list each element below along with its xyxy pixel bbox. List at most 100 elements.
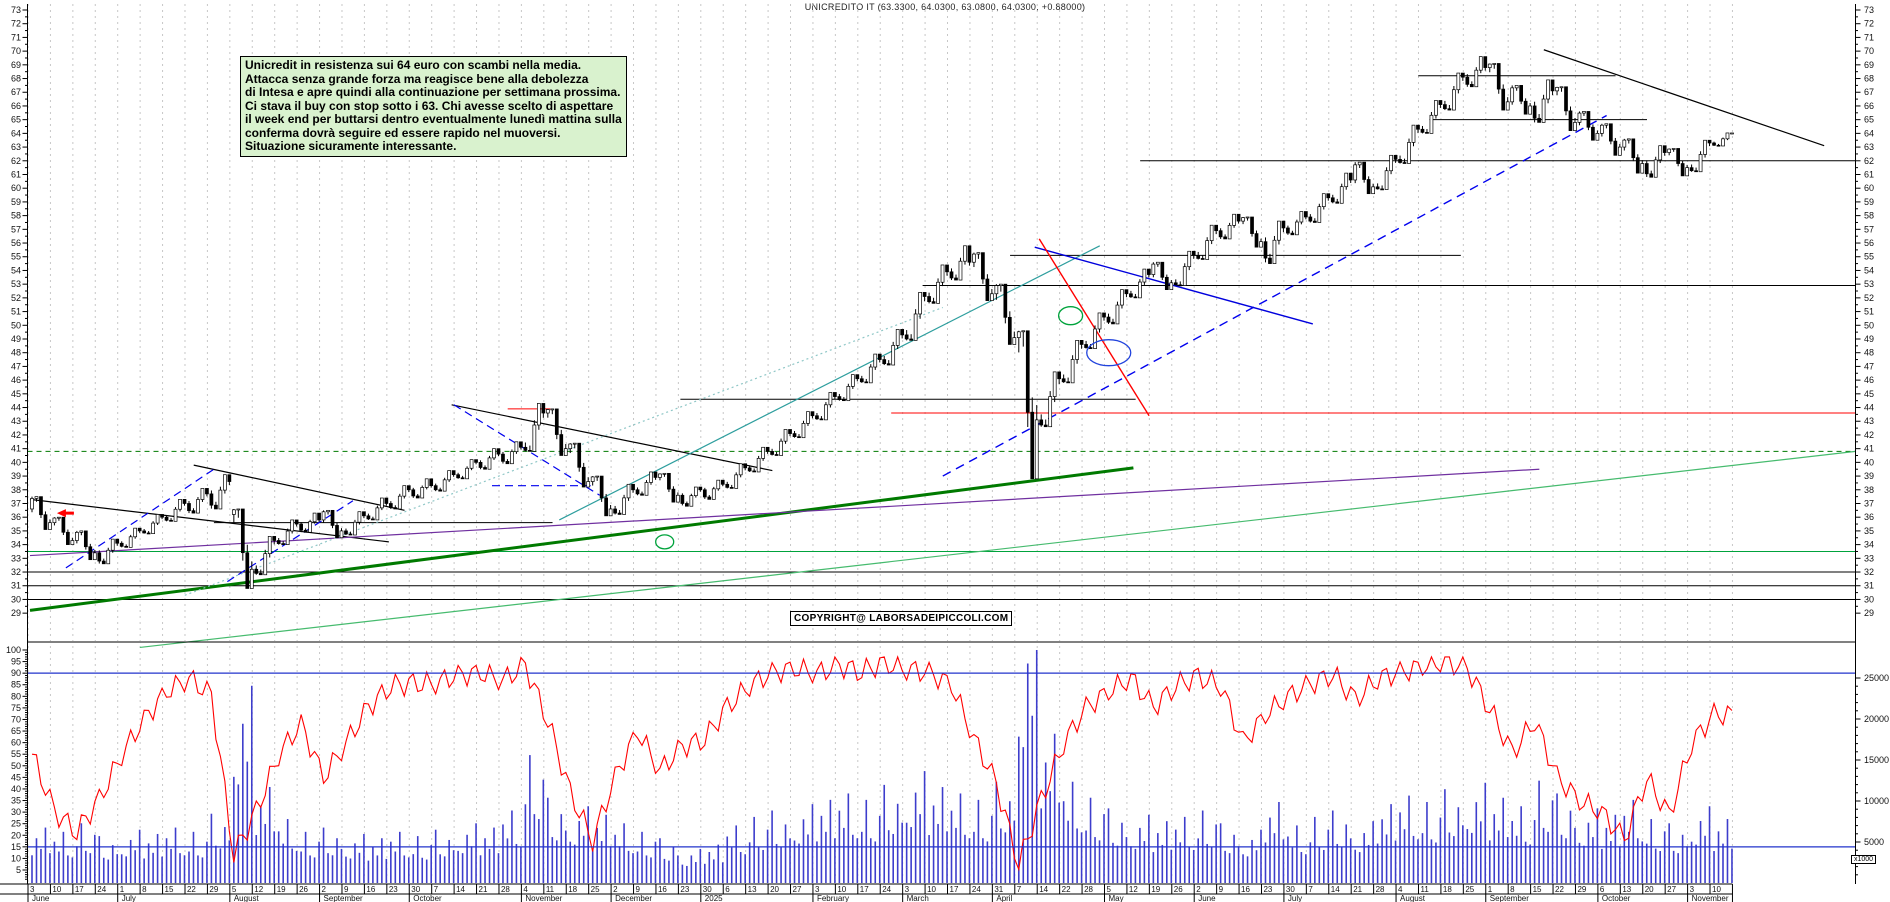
candle-body (649, 471, 653, 483)
candle-body (599, 475, 604, 499)
candle-body (927, 296, 931, 302)
candle-body (1200, 258, 1205, 260)
highlight-ellipse (1086, 339, 1132, 367)
candle-body (1268, 257, 1272, 264)
candle-body (931, 301, 936, 304)
candle-body (92, 552, 97, 561)
candle-body (1277, 220, 1281, 241)
oscillator-tick-label: 50 (11, 761, 21, 771)
candle-body (1178, 284, 1183, 287)
candle-body (850, 374, 855, 387)
candle-body (128, 536, 133, 548)
month-label: July (122, 894, 136, 902)
day-label: 7 (1017, 885, 1022, 894)
candle-body (743, 463, 748, 469)
candle-body (1680, 163, 1685, 177)
candle-body (1595, 133, 1600, 141)
candle-body (716, 479, 721, 490)
candle-body (1649, 173, 1654, 178)
candle-body (577, 442, 582, 468)
candle-body (420, 487, 425, 499)
candle-body (348, 533, 353, 536)
candle-body (1653, 159, 1658, 178)
candle-body (720, 479, 725, 485)
candle-body (1187, 250, 1192, 268)
price-tick-label: 51 (11, 307, 21, 317)
candle-body (1582, 111, 1586, 114)
candle-body (1299, 211, 1304, 223)
candle-body (1214, 224, 1218, 232)
candle-body (1725, 132, 1730, 140)
candle-body (859, 378, 864, 383)
trendline (1543, 49, 1825, 147)
price-tick-label: 56 (1864, 238, 1874, 248)
candle-body (1124, 289, 1129, 295)
candle-body (873, 353, 878, 368)
candle-body (1111, 321, 1115, 325)
day-label: 8 (1510, 885, 1515, 894)
annotation-box[interactable]: Unicredit in resistenza sui 64 euro con … (240, 56, 627, 157)
candle-body (868, 366, 873, 384)
candle-body (514, 441, 519, 453)
candle-body (617, 512, 622, 515)
day-label: 23 (389, 885, 398, 894)
candle-body (1460, 72, 1465, 78)
candle-body (335, 525, 339, 539)
candle-body (52, 517, 57, 524)
month-label: 2025 (705, 894, 723, 902)
oscillator-tick-label: 55 (11, 749, 21, 759)
price-tick-label: 49 (1864, 334, 1874, 344)
candle-body (1218, 230, 1223, 238)
candle-body (48, 522, 52, 530)
candle-body (1443, 104, 1447, 110)
day-label: 25 (591, 885, 600, 894)
trendline (29, 466, 1134, 612)
candle-body (187, 503, 191, 512)
month-label: June (32, 894, 50, 902)
volume-tick-label: 25000 (1864, 673, 1889, 683)
candle-body (487, 457, 492, 470)
candle-body (115, 538, 120, 544)
candle-body (1039, 419, 1044, 426)
day-label: 29 (1577, 885, 1586, 894)
price-tick-label: 54 (11, 265, 21, 275)
candle-body (83, 530, 88, 548)
candle-body (353, 521, 357, 536)
candle-body (824, 404, 828, 421)
buy-arrow-marker (56, 509, 74, 518)
candle-body (1330, 197, 1335, 203)
candle-body (43, 514, 48, 530)
day-label: 18 (1443, 885, 1452, 894)
candle-body (1519, 85, 1524, 102)
candle-body (133, 527, 138, 538)
day-label: 27 (1667, 885, 1676, 894)
candle-body (1304, 211, 1308, 218)
candle-body (815, 415, 819, 420)
candle-body (1057, 371, 1062, 380)
day-label: 14 (1331, 885, 1340, 894)
price-tick-label: 38 (11, 485, 21, 495)
price-tick-label: 30 (11, 594, 21, 604)
day-label: 12 (254, 885, 263, 894)
candle-body (541, 403, 546, 414)
candle-body (698, 486, 703, 491)
month-label: April (996, 894, 1012, 902)
candle-body (1052, 371, 1057, 397)
candle-body (1613, 140, 1618, 156)
candle-body (272, 536, 277, 541)
candle-body (429, 478, 434, 487)
candle-body (1079, 340, 1084, 345)
candle-body (312, 512, 317, 523)
price-tick-label: 71 (1864, 32, 1874, 42)
trendline (193, 464, 405, 511)
candle-body (1523, 100, 1528, 115)
price-tick-label: 40 (1864, 457, 1874, 467)
price-tick-label: 56 (11, 238, 21, 248)
candle-body (393, 507, 398, 510)
price-tick-label: 68 (1864, 74, 1874, 84)
candle-body (1007, 316, 1012, 345)
candle-body (1402, 162, 1407, 164)
candle-body (819, 418, 824, 421)
candle-body (447, 470, 451, 481)
day-label: 24 (882, 885, 891, 894)
